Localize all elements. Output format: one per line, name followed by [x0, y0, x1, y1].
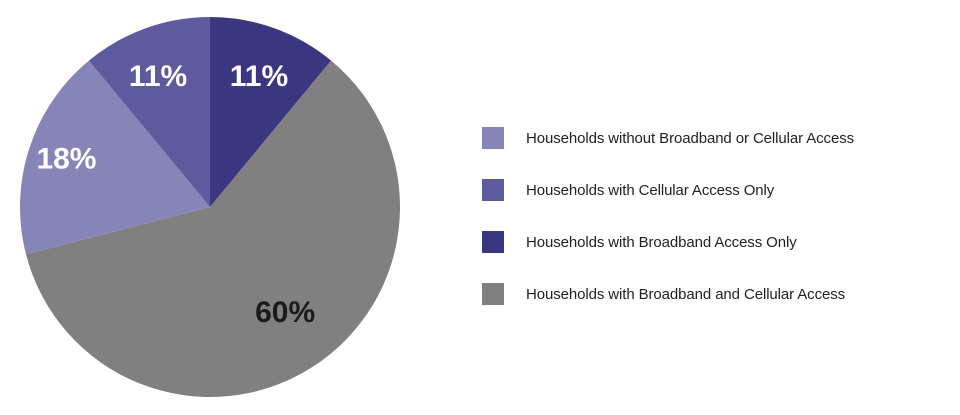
legend-label: Households with Broadband Access Only: [526, 233, 797, 251]
slice-value-label: 11%: [230, 60, 288, 93]
legend-item: Households with Broadband and Cellular A…: [482, 282, 854, 306]
pie-labels: 11% 60% 18% 11%: [36, 60, 315, 329]
legend-label: Households with Broadband and Cellular A…: [526, 285, 846, 303]
legend-label: Households with Cellular Access Only: [526, 181, 775, 199]
slice-value-label: 18%: [36, 142, 96, 175]
legend-swatch: [482, 179, 504, 201]
legend-swatch: [482, 283, 504, 305]
legend-item: Households without Broadband or Cellular…: [482, 126, 854, 150]
legend-item: Households with Cellular Access Only: [482, 178, 854, 202]
pie-slices: [20, 17, 400, 397]
legend-item: Households with Broadband Access Only: [482, 230, 854, 254]
legend-label: Households without Broadband or Cellular…: [526, 129, 854, 147]
pie-slice: [25, 60, 400, 397]
slice-value-label: 11%: [129, 60, 187, 93]
pie-slice: [88, 17, 210, 207]
chart-legend: Households without Broadband or Cellular…: [482, 126, 854, 334]
legend-swatch: [482, 231, 504, 253]
slice-value-label: 60%: [255, 296, 315, 329]
pie-slice: [210, 17, 332, 207]
legend-swatch: [482, 127, 504, 149]
pie-slice: [20, 60, 211, 255]
